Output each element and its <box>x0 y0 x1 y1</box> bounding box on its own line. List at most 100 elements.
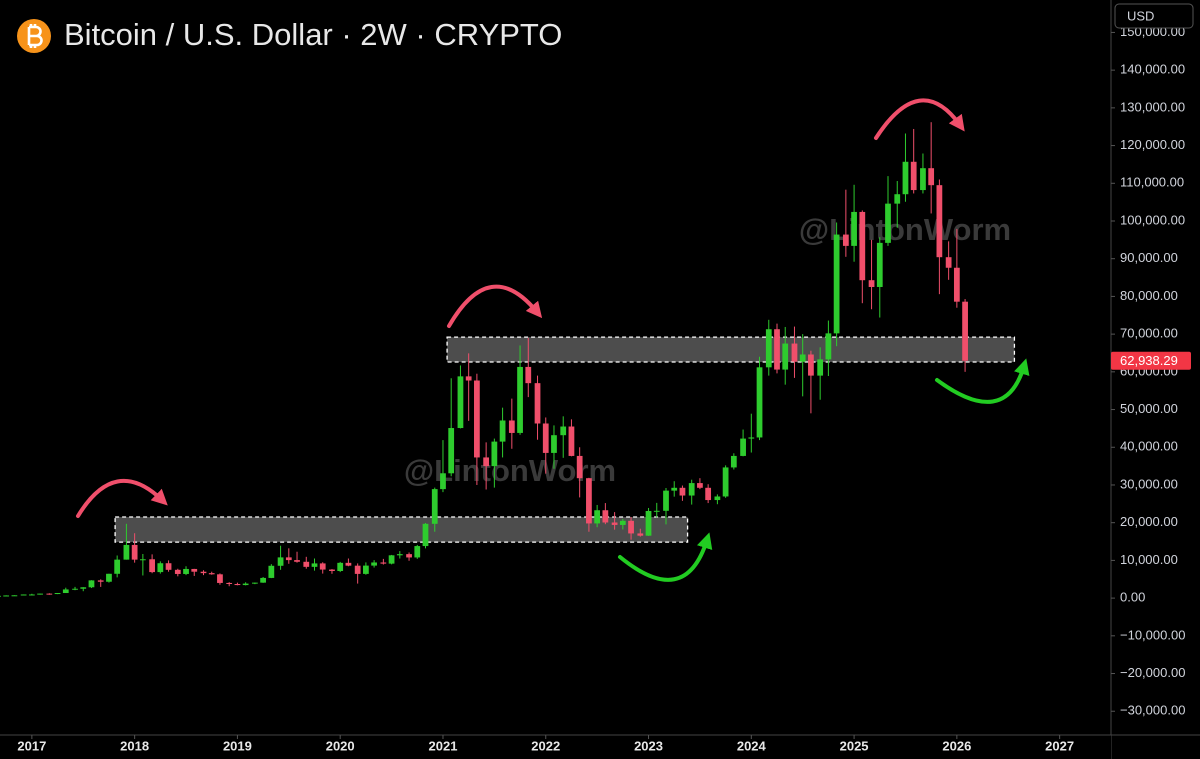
candle-body <box>653 510 660 512</box>
candle-body <box>226 582 233 585</box>
candle-body <box>260 577 266 583</box>
candle-body <box>354 565 361 574</box>
candle-body <box>637 533 644 536</box>
x-tick-label: 2024 <box>737 738 767 753</box>
candle-body <box>833 234 840 334</box>
last-price-label: 62,938.29 <box>1120 353 1178 368</box>
y-tick-label: 20,000.00 <box>1120 514 1178 529</box>
candle-body <box>542 423 549 453</box>
candle-body <box>594 510 601 524</box>
candle-body <box>945 257 952 268</box>
candle-body <box>440 473 446 490</box>
y-tick-label: 140,000.00 <box>1120 62 1185 77</box>
y-tick-label: −10,000.00 <box>1120 627 1185 642</box>
candle-body <box>448 428 455 474</box>
candle-body <box>139 559 146 561</box>
watermark: @LintonWorm <box>799 212 1011 247</box>
candle-body <box>962 301 968 361</box>
candle-body <box>422 523 429 547</box>
candle-body <box>602 510 609 523</box>
candle-body <box>157 563 164 573</box>
candle-body <box>774 329 780 370</box>
candle-body <box>54 593 61 595</box>
candle-body <box>88 580 95 588</box>
candle-body <box>165 563 172 570</box>
candle-body <box>619 520 626 525</box>
candle-body <box>560 426 567 436</box>
arrow <box>874 98 965 140</box>
y-tick-label: 30,000.00 <box>1120 476 1178 491</box>
candle-body <box>252 582 258 584</box>
candle-body <box>294 560 300 562</box>
y-tick-label: 50,000.00 <box>1120 401 1178 416</box>
candle-body <box>894 194 901 204</box>
candle-body <box>3 595 10 597</box>
y-tick-label: 110,000.00 <box>1120 175 1184 190</box>
zone <box>446 336 1016 363</box>
candle-body <box>474 380 480 458</box>
candle-body <box>0 595 1 597</box>
candle-body <box>483 457 490 467</box>
zone <box>114 516 689 543</box>
bitcoin-icon-glyph <box>27 24 43 48</box>
candle-body <box>645 510 652 536</box>
x-tick-label: 2017 <box>17 738 46 753</box>
time-axis-panel <box>0 735 1111 759</box>
candle-body <box>730 455 737 468</box>
candle-body <box>106 573 112 582</box>
candle-body <box>457 376 464 429</box>
candle-body <box>679 487 686 496</box>
candle-body <box>242 583 249 586</box>
candle-body <box>825 333 832 360</box>
candle-body <box>20 594 27 596</box>
watermark: @LintonWorm <box>404 453 616 488</box>
candle-body <box>97 580 104 582</box>
x-tick-label: 2023 <box>634 738 663 753</box>
candle-body <box>465 376 472 381</box>
candle-body <box>388 555 395 564</box>
candle-body <box>28 594 35 596</box>
candle-body <box>268 565 275 578</box>
y-tick-label: 130,000.00 <box>1120 99 1185 114</box>
candle-body <box>363 565 369 574</box>
candle-body <box>46 593 53 595</box>
y-axis: −30,000.00 −20,000.00 −10,000.00 0.00 10,000… <box>1111 24 1185 718</box>
price-axis-panel <box>1111 0 1200 759</box>
candle-body <box>62 589 69 594</box>
x-tick-label: 2027 <box>1045 738 1074 753</box>
candle-body <box>491 441 498 467</box>
candle-body <box>431 489 438 524</box>
candle-body <box>817 359 824 376</box>
candle-body <box>200 571 207 574</box>
candle-body <box>756 367 763 438</box>
candle-body <box>859 211 866 281</box>
candle-body <box>508 420 515 433</box>
candle-body <box>208 573 215 575</box>
y-tick-label: 0.00 <box>1120 590 1145 605</box>
candle-body <box>611 522 618 525</box>
candle-body <box>191 568 198 572</box>
currency-label: USD <box>1127 8 1154 23</box>
candle-body <box>842 234 849 246</box>
candle-body <box>705 487 712 501</box>
candle-body <box>183 568 189 574</box>
candle-body <box>217 574 223 583</box>
currency-button[interactable] <box>1114 3 1194 29</box>
candle-body <box>876 242 883 287</box>
candle-body <box>149 559 155 573</box>
x-tick-label: 2018 <box>120 738 149 753</box>
candle-body <box>722 467 729 497</box>
candle-body <box>303 561 310 567</box>
x-tick-label: 2021 <box>429 738 458 753</box>
y-tick-label: 40,000.00 <box>1120 439 1178 454</box>
candle-body <box>337 562 344 571</box>
x-tick-label: 2025 <box>840 738 869 753</box>
candle-body <box>114 559 121 574</box>
y-tick-label: 80,000.00 <box>1120 288 1178 303</box>
x-axis: 2017 2018 2019 2020 2021 2022 2023 2024 2025 2026… <box>17 735 1074 753</box>
candle-body <box>808 354 814 376</box>
candle-body <box>568 426 575 456</box>
y-tick-label: 100,000.00 <box>1120 212 1185 227</box>
candle-body <box>285 557 292 561</box>
chart-title: Bitcoin / U.S. Dollar · 2W · CRYPTO <box>64 17 562 52</box>
